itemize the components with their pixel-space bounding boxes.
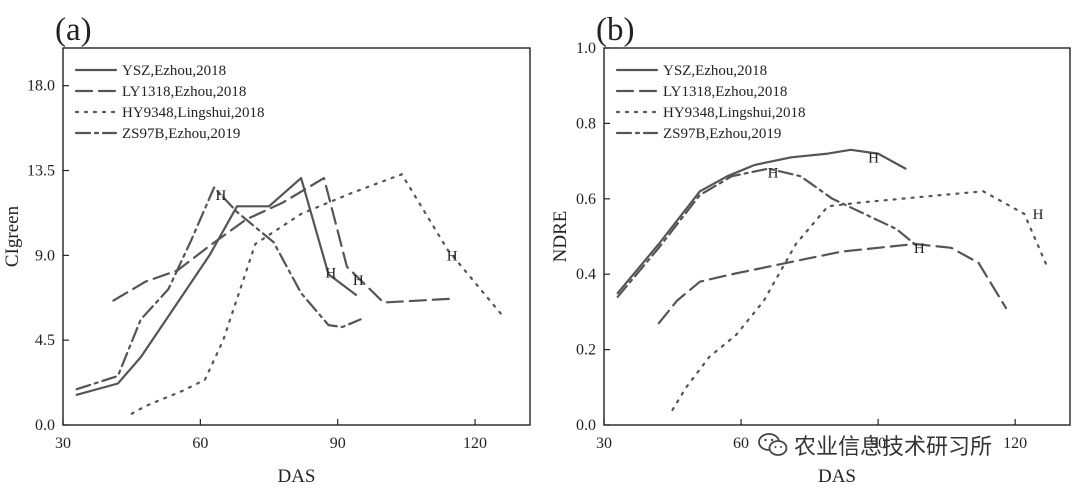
panel-label: (a) xyxy=(55,12,92,48)
y-tick-label: 0.0 xyxy=(35,417,55,434)
series-line-1 xyxy=(75,177,358,396)
annotation-h: H xyxy=(447,248,458,264)
x-tick-label: 120 xyxy=(1003,435,1027,452)
watermark-text: 农业信息技术研习所 xyxy=(794,435,993,460)
watermark: 农业信息技术研习所 xyxy=(758,430,992,460)
x-tick-label: 30 xyxy=(55,435,71,452)
x-tick-label: 90 xyxy=(330,435,346,452)
y-tick-label: 0.0 xyxy=(576,417,596,434)
y-tick-label: 13.5 xyxy=(27,163,55,180)
annotation-h: H xyxy=(914,241,925,257)
series-line-2 xyxy=(112,177,454,304)
chart-panel-a: 30 60 90 120 0.0 4.5 9.0 13.5 18.0 DAS CIgreen (a) H… xyxy=(2,12,531,487)
annotation-h: H xyxy=(353,273,364,289)
legend-entry-2: LY1318,Ezhou,2018 xyxy=(122,84,246,100)
chart-panel-b: 30 60 90 120 0.0 0.2 0.4 0.6 0.8 1.0 DAS NDRE (b) H H H… xyxy=(550,12,1071,487)
y-axis-label: CIgreen xyxy=(2,205,23,267)
x-tick-label: 60 xyxy=(192,435,208,452)
y-tick-label: 0.8 xyxy=(576,115,596,132)
series-line-4 xyxy=(616,167,921,298)
series-line-3 xyxy=(130,173,504,415)
legend-entry-4: ZS97B,Ezhou,2019 xyxy=(663,126,781,142)
y-tick-label: 9.0 xyxy=(35,247,55,264)
series-line-3 xyxy=(671,190,1049,411)
x-axis-label: DAS xyxy=(818,466,856,487)
legend-entry-3: HY9348,Lingshui,2018 xyxy=(663,105,806,121)
x-axis-label: DAS xyxy=(277,466,315,487)
y-tick-label: 0.6 xyxy=(576,191,596,208)
legend: YSZ,Ezhou,2018 LY1318,Ezhou,2018 HY9348,Li… xyxy=(615,63,806,142)
annotation-h: H xyxy=(768,165,779,181)
x-tick-label: 90 xyxy=(870,435,886,452)
y-tick-label: 0.4 xyxy=(576,266,596,283)
legend-entry-3: HY9348,Lingshui,2018 xyxy=(122,105,265,121)
legend-entry-1: YSZ,Ezhou,2018 xyxy=(122,63,226,79)
panel-label: (b) xyxy=(596,12,634,48)
y-axis-label: NDRE xyxy=(550,211,571,263)
plot-frame xyxy=(603,47,1071,426)
annotation-h: H xyxy=(868,150,879,166)
legend-entry-4: ZS97B,Ezhou,2019 xyxy=(122,126,240,142)
plot-frame xyxy=(62,47,531,426)
annotation-h: H xyxy=(325,265,336,281)
y-tick-label: 0.2 xyxy=(576,342,596,359)
x-tick-label: 30 xyxy=(596,435,612,452)
y-tick-label: 18.0 xyxy=(27,78,55,95)
wechat-icon xyxy=(758,433,788,456)
legend: YSZ,Ezhou,2018 LY1318,Ezhou,2018 HY9348,Li… xyxy=(74,63,265,142)
y-tick-label: 1.0 xyxy=(576,40,596,57)
legend-entry-1: YSZ,Ezhou,2018 xyxy=(663,63,767,79)
x-tick-label: 60 xyxy=(733,435,749,452)
annotation-h: H xyxy=(216,188,227,204)
annotation-h: H xyxy=(1033,207,1044,223)
y-tick-label: 4.5 xyxy=(35,332,55,349)
legend-entry-2: LY1318,Ezhou,2018 xyxy=(663,84,787,100)
x-tick-label: 120 xyxy=(463,435,487,452)
series-line-4 xyxy=(75,186,362,391)
series-line-2 xyxy=(657,242,1008,325)
series-line-1 xyxy=(616,148,907,295)
